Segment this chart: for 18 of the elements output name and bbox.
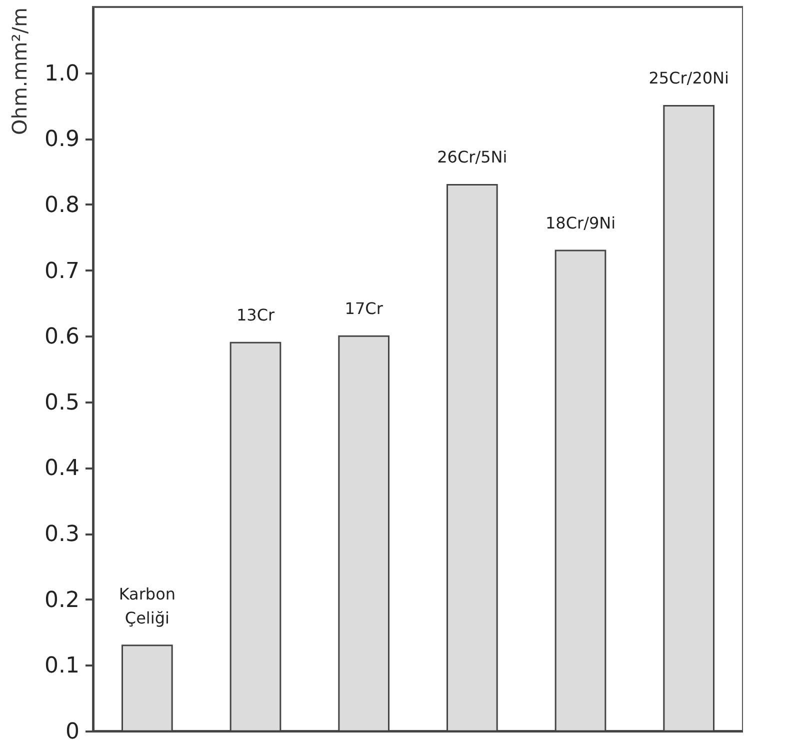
- y-tick-label: 0.5: [44, 390, 80, 416]
- y-tick-label: 1.0: [44, 61, 80, 86]
- x-tick-label: Karbon Çeliği: [118, 584, 176, 628]
- x-tick-label: 18Cr/9Ni: [545, 214, 616, 233]
- x-tick-label: 17Cr: [344, 299, 384, 318]
- y-tick-label: 0.3: [44, 522, 80, 548]
- y-tick-label: 0.1: [44, 654, 80, 679]
- y-tick-label: 0.8: [44, 192, 80, 218]
- y-tick-label: 0.2: [44, 588, 80, 613]
- x-tick-label: 13Cr: [236, 306, 275, 325]
- y-axis-title: Ohm.mm²/m: [8, 8, 32, 135]
- y-tick-label: 0.7: [44, 258, 80, 284]
- y-tick-label: 0.6: [44, 324, 80, 350]
- y-tick-label: 0.9: [44, 127, 80, 152]
- x-tick-label: 26Cr/5Ni: [437, 148, 508, 167]
- y-tick-label: 0: [66, 720, 80, 744]
- x-tick-label: 25Cr/20Ni: [648, 68, 729, 88]
- y-tick-label: 0.4: [44, 456, 80, 482]
